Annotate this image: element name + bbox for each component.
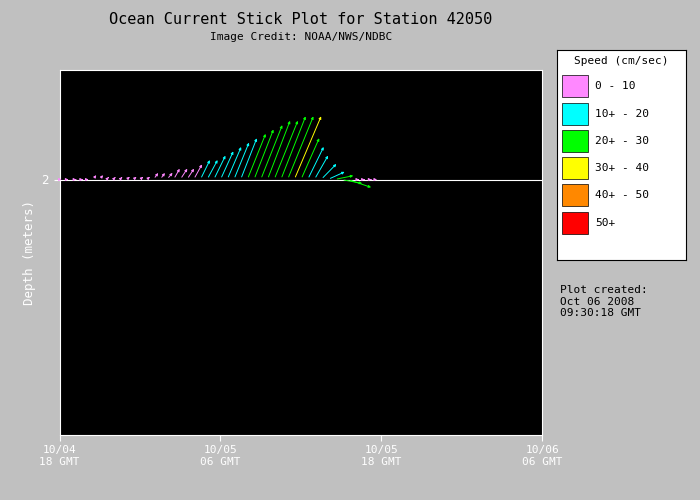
Text: 20+ - 30: 20+ - 30 xyxy=(595,136,650,146)
Text: Image Credit: NOAA/NWS/NDBC: Image Credit: NOAA/NWS/NDBC xyxy=(210,32,392,42)
Y-axis label: Depth (meters): Depth (meters) xyxy=(23,200,36,305)
Bar xyxy=(561,212,587,234)
Text: 30+ - 40: 30+ - 40 xyxy=(595,163,650,173)
Text: 50+: 50+ xyxy=(595,218,615,228)
Bar xyxy=(561,184,587,206)
Text: Ocean Current Stick Plot for Station 42050: Ocean Current Stick Plot for Station 420… xyxy=(109,12,493,28)
Bar xyxy=(561,75,587,97)
Bar xyxy=(561,157,587,179)
Text: 40+ - 50: 40+ - 50 xyxy=(595,190,650,200)
Bar xyxy=(561,102,587,124)
Bar xyxy=(561,130,587,152)
Text: Plot created:
Oct 06 2008
09:30:18 GMT: Plot created: Oct 06 2008 09:30:18 GMT xyxy=(560,285,648,318)
Text: 10+ - 20: 10+ - 20 xyxy=(595,108,650,118)
Text: 0 - 10: 0 - 10 xyxy=(595,81,636,91)
Text: Speed (cm/sec): Speed (cm/sec) xyxy=(574,56,668,66)
